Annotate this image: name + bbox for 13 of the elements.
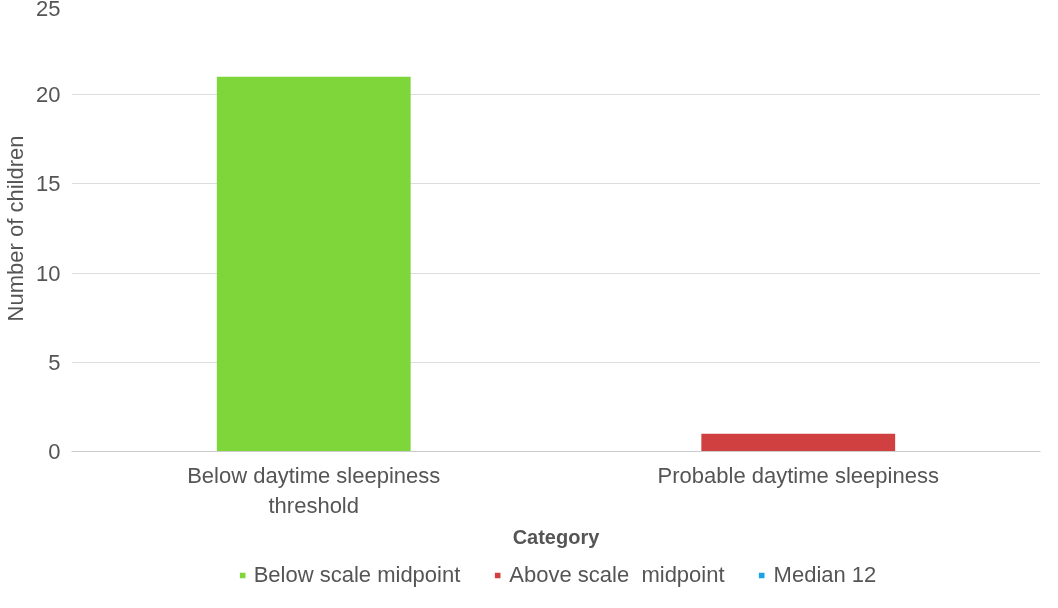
x-tick-label: Probable daytime sleepiness (657, 462, 939, 488)
legend-label: Median 12 (773, 562, 877, 588)
y-tick-label: 0 (48, 439, 61, 464)
y-tick-label: 25 (36, 0, 61, 21)
y-axis-title: Number of children (3, 135, 29, 322)
y-tick-label: 20 (36, 82, 61, 108)
legend-label: Below scale midpoint (253, 562, 461, 588)
y-tick-label: 15 (36, 171, 61, 197)
x-axis-title: Category (512, 525, 601, 548)
legend-label: Above scale midpoint (509, 562, 725, 588)
y-tick-label: 10 (36, 260, 61, 286)
y-tick-label: 5 (48, 349, 61, 375)
x-tick-label: Below daytime sleepiness threshold (187, 462, 441, 518)
